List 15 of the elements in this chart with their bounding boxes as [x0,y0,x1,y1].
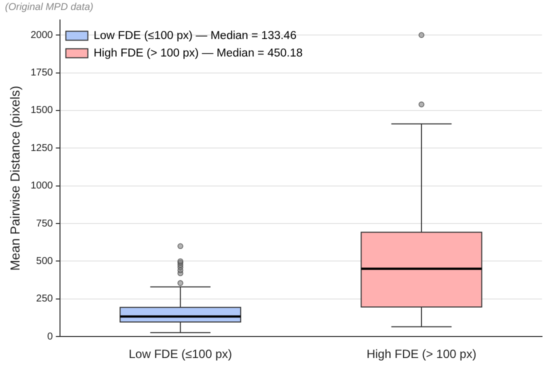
x-tick-label: High FDE (> 100 px) [366,347,476,362]
chart-subtitle: (Original MPD data) [5,2,94,13]
y-tick-label: 500 [36,256,54,267]
x-tick-label: Low FDE (≤100 px) [128,347,232,362]
y-tick-label: 750 [36,218,54,230]
y-tick-label: 0 [47,331,54,342]
y-tick-label: 2000 [30,30,54,41]
y-tick-label: 250 [36,294,54,305]
legend-label: Low FDE (≤100 px) — Median = 133.46 [94,30,296,42]
y-tick-label: 1250 [30,142,54,154]
y-tick-label: 1500 [30,105,54,116]
y-tick-label: 1750 [30,68,54,79]
legend-label: High FDE (> 100 px) — Median = 450.18 [94,47,303,60]
y-tick-label: 1000 [30,180,54,192]
y-axis-title: Mean Pairwise Distance (pixels) [7,86,22,271]
